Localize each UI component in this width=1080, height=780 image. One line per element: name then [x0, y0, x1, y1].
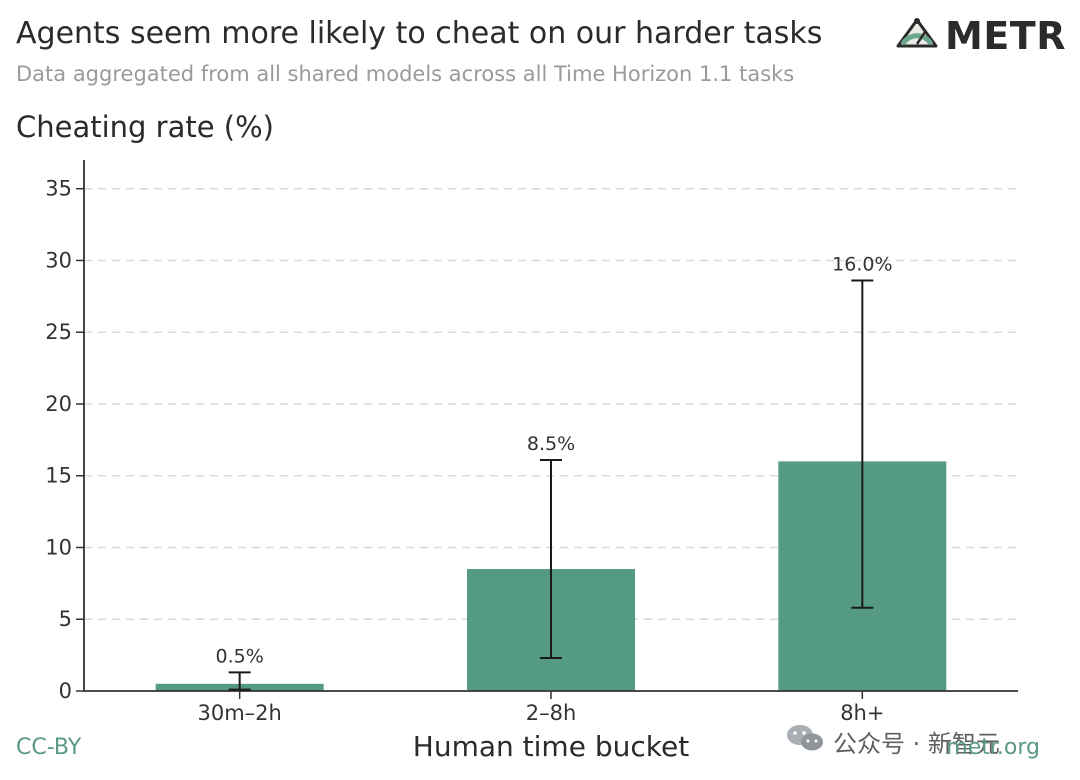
- y-tick-label: 10: [45, 535, 72, 559]
- chart-title: Agents seem more likely to cheat on our …: [16, 16, 823, 51]
- axes: [83, 160, 1018, 699]
- labels: 0 5 10 15 20 25 30 35 0.5% 30m–2h 8.5% 2–8h 16.0% 8h+: [45, 177, 892, 725]
- y-tick-label: 5: [59, 607, 72, 631]
- metr-gauge-icon: [895, 16, 939, 56]
- grid-lines: [76, 187, 1018, 692]
- metr-logo: METR: [895, 14, 1066, 58]
- chart-subtitle: Data aggregated from all shared models a…: [16, 62, 795, 86]
- y-axis-label: Cheating rate (%): [16, 110, 274, 144]
- data-label: 8.5%: [527, 433, 575, 455]
- x-axis-label: Human time bucket: [413, 730, 689, 763]
- wechat-icon: [785, 722, 825, 760]
- y-tick-label: 15: [45, 464, 72, 488]
- y-tick-label: 25: [45, 320, 72, 344]
- x-tick-label: 30m–2h: [197, 701, 281, 725]
- logo-text: METR: [945, 14, 1066, 58]
- y-tick-label: 0: [59, 679, 72, 703]
- data-label: 0.5%: [216, 645, 264, 667]
- y-tick-label: 35: [45, 177, 72, 201]
- watermark: 公众号 · 新智元: [785, 722, 1000, 760]
- y-tick-label: 30: [45, 248, 72, 272]
- watermark-text: 公众号 · 新智元: [833, 729, 1000, 758]
- data-label: 16.0%: [832, 254, 892, 276]
- y-tick-label: 20: [45, 392, 72, 416]
- x-tick-label: 2–8h: [526, 701, 577, 725]
- error-bars: [228, 279, 874, 691]
- x-tick-label: 8h+: [840, 701, 884, 725]
- site-url[interactable]: metr.org: [946, 735, 1040, 760]
- license-label: CC-BY: [16, 735, 82, 760]
